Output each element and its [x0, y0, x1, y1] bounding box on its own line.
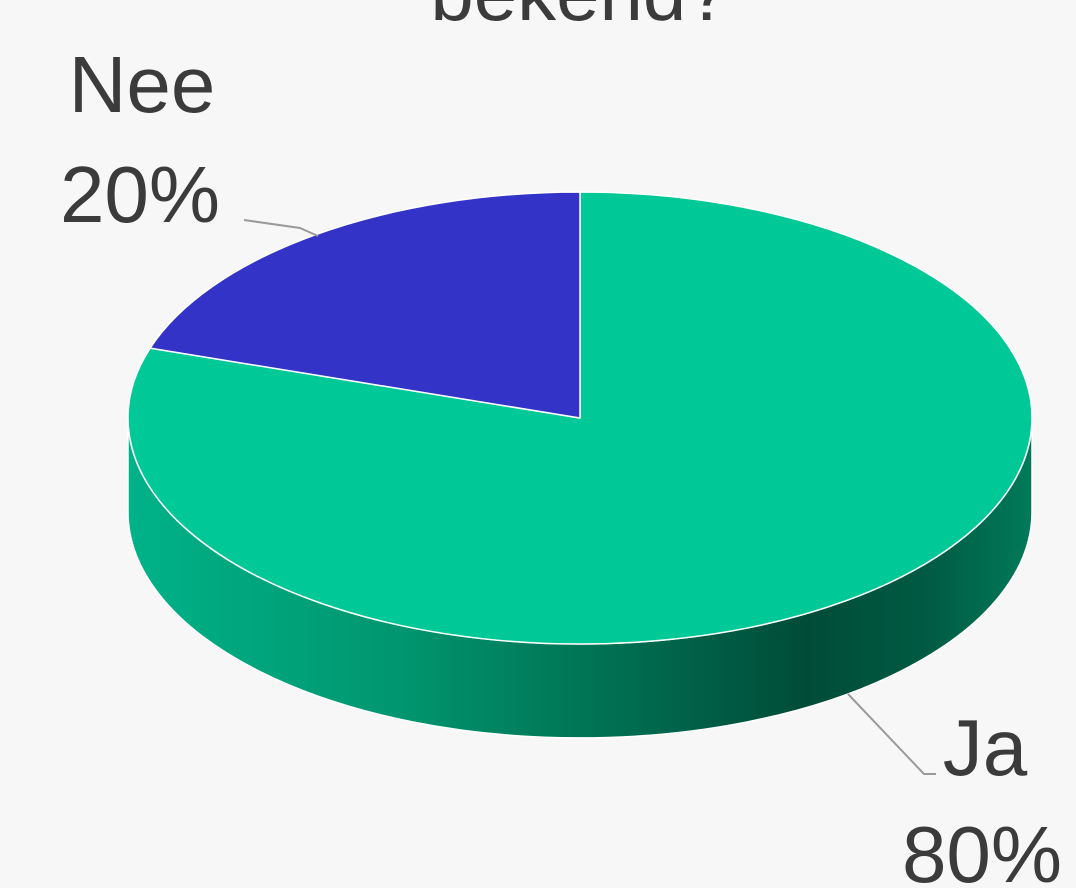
slice-label-nee: Nee	[69, 40, 216, 129]
slice-value-nee: 20%	[60, 150, 220, 239]
slice-label-ja: Ja	[943, 703, 1028, 792]
pie-slice-ja	[127, 191, 1033, 645]
leader-line-nee	[243, 219, 319, 237]
pie-slices	[127, 191, 1033, 645]
leader-line-ja	[847, 693, 936, 775]
slice-value-ja: 80%	[902, 810, 1062, 888]
chart-title: bekend?	[430, 0, 729, 37]
